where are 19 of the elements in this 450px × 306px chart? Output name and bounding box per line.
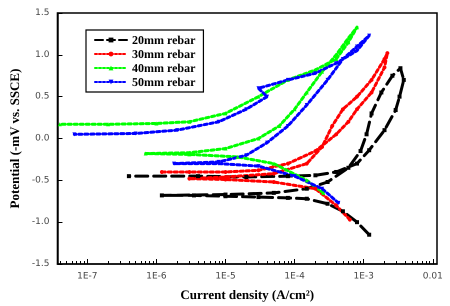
x-tick-label: 1E-3 — [354, 272, 374, 282]
y-tick-label: -1.5 — [32, 259, 50, 269]
y-tick-label: -1.0 — [32, 217, 50, 228]
x-tick-label: 1E-7 — [77, 272, 98, 282]
x-tick-label: 1E-6 — [146, 272, 167, 282]
x-tick-label: 1E-4 — [284, 272, 306, 282]
y-tick-label: 0.5 — [35, 92, 50, 102]
x-tick-label: 0.01 — [422, 272, 443, 282]
legend-label: 40mm rebar — [132, 61, 196, 75]
legend-label: 20mm rebar — [132, 33, 196, 47]
y-axis-title: Potential (-mV vs. SSCE) — [7, 68, 22, 208]
y-tick-label: 0.0 — [35, 134, 50, 144]
y-tick-label: -0.5 — [32, 175, 50, 186]
x-tick-label: 1E-5 — [215, 272, 236, 282]
legend-label: 30mm rebar — [132, 47, 196, 61]
legend-label: 50mm rebar — [132, 75, 196, 89]
x-axis-title: Current density (A/cm²) — [180, 287, 314, 302]
y-tick-label: 1.5 — [35, 8, 50, 18]
y-tick-label: 1.0 — [35, 50, 50, 60]
